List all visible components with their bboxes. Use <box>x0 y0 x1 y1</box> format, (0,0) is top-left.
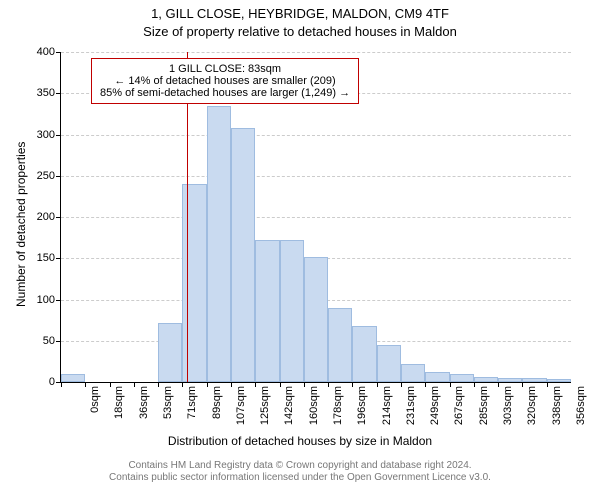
xtick-label: 142sqm <box>283 382 295 432</box>
xtick-mark <box>401 382 402 387</box>
xtick-label: 338sqm <box>551 382 563 432</box>
histogram-bar <box>377 345 401 382</box>
xtick-label: 89sqm <box>211 382 223 432</box>
histogram-bar <box>231 128 255 382</box>
gridline <box>61 176 571 177</box>
legend-box: 1 GILL CLOSE: 83sqm ← 14% of detached ho… <box>91 58 359 104</box>
footer-line-1: Contains HM Land Registry data © Crown c… <box>0 460 600 472</box>
xtick-mark <box>182 382 183 387</box>
xtick-label: 249sqm <box>429 382 441 432</box>
xtick-label: 231sqm <box>405 382 417 432</box>
histogram-bar <box>207 106 231 382</box>
footer-attribution: Contains HM Land Registry data © Crown c… <box>0 460 600 484</box>
xtick-label: 0sqm <box>89 382 101 432</box>
legend-line-3: 85% of semi-detached houses are larger (… <box>100 87 350 99</box>
xtick-mark <box>255 382 256 387</box>
xtick-mark <box>207 382 208 387</box>
histogram-bar <box>328 308 352 382</box>
chart-container: { "chart": { "type": "histogram", "title… <box>0 0 600 500</box>
histogram-bar <box>547 379 571 382</box>
histogram-bar <box>450 374 474 382</box>
gridline <box>61 217 571 218</box>
xtick-label: 36sqm <box>138 382 150 432</box>
plot-area: 0501001502002503003504000sqm18sqm36sqm53… <box>60 52 571 383</box>
histogram-bar <box>61 374 85 382</box>
x-axis-label: Distribution of detached houses by size … <box>0 434 600 448</box>
xtick-mark <box>328 382 329 387</box>
xtick-mark <box>498 382 499 387</box>
xtick-label: 285sqm <box>478 382 490 432</box>
xtick-mark <box>304 382 305 387</box>
ytick-label: 300 <box>37 129 61 141</box>
gridline <box>61 52 571 53</box>
xtick-label: 303sqm <box>502 382 514 432</box>
histogram-bar <box>158 323 182 382</box>
legend-line-2: ← 14% of detached houses are smaller (20… <box>100 75 350 87</box>
xtick-mark <box>450 382 451 387</box>
histogram-bar <box>280 240 304 382</box>
histogram-bar <box>425 372 449 382</box>
xtick-label: 214sqm <box>381 382 393 432</box>
ytick-label: 100 <box>37 294 61 306</box>
xtick-label: 267sqm <box>453 382 465 432</box>
histogram-bar <box>304 257 328 382</box>
xtick-mark <box>280 382 281 387</box>
xtick-mark <box>110 382 111 387</box>
ytick-label: 150 <box>37 252 61 264</box>
xtick-mark <box>85 382 86 387</box>
xtick-mark <box>352 382 353 387</box>
xtick-mark <box>425 382 426 387</box>
histogram-bar <box>474 377 498 382</box>
ytick-label: 400 <box>37 46 61 58</box>
gridline <box>61 135 571 136</box>
chart-title-line1: 1, GILL CLOSE, HEYBRIDGE, MALDON, CM9 4T… <box>0 6 600 21</box>
ytick-label: 0 <box>49 376 61 388</box>
xtick-mark <box>231 382 232 387</box>
xtick-mark <box>547 382 548 387</box>
xtick-mark <box>134 382 135 387</box>
histogram-bar <box>352 326 376 382</box>
xtick-label: 125sqm <box>259 382 271 432</box>
xtick-label: 71sqm <box>186 382 198 432</box>
xtick-mark <box>61 382 62 387</box>
xtick-mark <box>377 382 378 387</box>
xtick-label: 18sqm <box>113 382 125 432</box>
ytick-label: 250 <box>37 170 61 182</box>
y-axis-label: Number of detached properties <box>14 142 28 307</box>
ytick-label: 200 <box>37 211 61 223</box>
xtick-mark <box>522 382 523 387</box>
xtick-label: 160sqm <box>308 382 320 432</box>
chart-title-line2: Size of property relative to detached ho… <box>0 24 600 39</box>
xtick-label: 356sqm <box>575 382 587 432</box>
histogram-bar <box>401 364 425 382</box>
histogram-bar <box>522 378 546 382</box>
histogram-bar <box>498 378 522 382</box>
xtick-mark <box>474 382 475 387</box>
xtick-label: 320sqm <box>526 382 538 432</box>
xtick-mark <box>158 382 159 387</box>
xtick-label: 196sqm <box>356 382 368 432</box>
xtick-label: 53sqm <box>162 382 174 432</box>
legend-line-1: 1 GILL CLOSE: 83sqm <box>100 63 350 75</box>
ytick-label: 350 <box>37 87 61 99</box>
xtick-label: 107sqm <box>235 382 247 432</box>
footer-line-2: Contains public sector information licen… <box>0 472 600 484</box>
histogram-bar <box>182 184 206 382</box>
histogram-bar <box>255 240 279 382</box>
xtick-label: 178sqm <box>332 382 344 432</box>
ytick-label: 50 <box>43 335 61 347</box>
